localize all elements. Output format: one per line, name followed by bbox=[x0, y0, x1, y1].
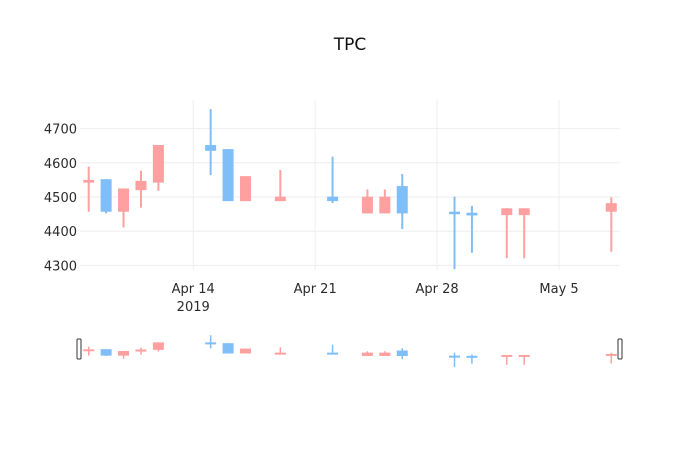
slider-candle bbox=[379, 351, 391, 356]
x-tick-label: Apr 14 bbox=[172, 282, 215, 297]
candle[interactable] bbox=[83, 166, 95, 212]
x-tick-year-label: 2019 bbox=[177, 300, 210, 315]
slider-candle bbox=[518, 354, 530, 365]
y-tick-label: 4500 bbox=[44, 191, 77, 206]
candle-body bbox=[379, 196, 391, 214]
candle-body bbox=[205, 145, 217, 151]
slider-candle bbox=[135, 347, 147, 355]
candle[interactable] bbox=[239, 176, 251, 202]
candle-body bbox=[327, 196, 339, 202]
slider-candle bbox=[605, 352, 617, 364]
slider-candle bbox=[205, 335, 217, 349]
x-tick-label: Apr 28 bbox=[416, 282, 459, 297]
candle[interactable] bbox=[605, 197, 617, 252]
candle-body bbox=[518, 208, 530, 216]
slider-candle bbox=[466, 354, 478, 364]
slider-candle bbox=[327, 344, 339, 355]
candle-body bbox=[361, 196, 373, 214]
y-axis: 4300 4400 4500 4600 4700 bbox=[44, 123, 77, 275]
range-slider-right-handle[interactable] bbox=[617, 338, 623, 360]
candle-body bbox=[466, 212, 478, 216]
slider-candle bbox=[449, 352, 461, 368]
candle[interactable] bbox=[118, 188, 130, 228]
range-slider-left-handle[interactable] bbox=[76, 338, 82, 360]
candle[interactable] bbox=[466, 205, 478, 253]
candle[interactable] bbox=[152, 145, 164, 191]
candle-body bbox=[396, 186, 408, 214]
candle[interactable] bbox=[135, 170, 147, 208]
y-tick-label: 4600 bbox=[44, 157, 77, 172]
candle[interactable] bbox=[100, 179, 112, 214]
y-tick-label: 4400 bbox=[44, 225, 77, 240]
candle[interactable] bbox=[205, 109, 217, 176]
slider-candle bbox=[361, 351, 373, 356]
slider-candle bbox=[152, 342, 164, 352]
slider-candle bbox=[274, 347, 286, 355]
candle[interactable] bbox=[396, 174, 408, 230]
slider-candle bbox=[100, 349, 112, 356]
candle[interactable] bbox=[379, 189, 391, 214]
candle[interactable] bbox=[361, 189, 373, 214]
candle-body bbox=[152, 145, 164, 183]
candle-body bbox=[449, 211, 461, 215]
range-slider[interactable] bbox=[76, 335, 623, 368]
candle[interactable] bbox=[327, 156, 339, 204]
slider-candle bbox=[83, 346, 95, 356]
slider-candle bbox=[396, 348, 408, 360]
plot-area[interactable] bbox=[83, 109, 617, 270]
chart-title: TPC bbox=[333, 35, 367, 55]
candle[interactable] bbox=[222, 149, 234, 202]
candle-body bbox=[222, 149, 234, 202]
slider-candle bbox=[118, 351, 130, 359]
candle-body bbox=[118, 188, 130, 212]
slider-candle bbox=[501, 354, 513, 365]
candle[interactable] bbox=[518, 208, 530, 259]
gridlines bbox=[80, 100, 620, 270]
candle[interactable] bbox=[501, 208, 513, 259]
candle-body bbox=[605, 203, 617, 212]
x-axis: Apr 14 2019 Apr 21 Apr 28 May 5 bbox=[172, 282, 579, 315]
candle-body bbox=[135, 180, 147, 191]
candle-body bbox=[274, 196, 286, 202]
candle[interactable] bbox=[449, 196, 461, 270]
slider-candle bbox=[222, 343, 234, 354]
slider-candle bbox=[239, 348, 251, 354]
candle[interactable] bbox=[274, 169, 286, 202]
x-tick-label: Apr 21 bbox=[294, 282, 337, 297]
candle-body bbox=[83, 179, 95, 183]
candle-body bbox=[501, 208, 513, 216]
candle-body bbox=[239, 176, 251, 202]
y-tick-label: 4700 bbox=[44, 123, 77, 138]
candle-body bbox=[100, 179, 112, 212]
y-tick-label: 4300 bbox=[44, 259, 77, 274]
x-tick-label: May 5 bbox=[539, 282, 578, 297]
